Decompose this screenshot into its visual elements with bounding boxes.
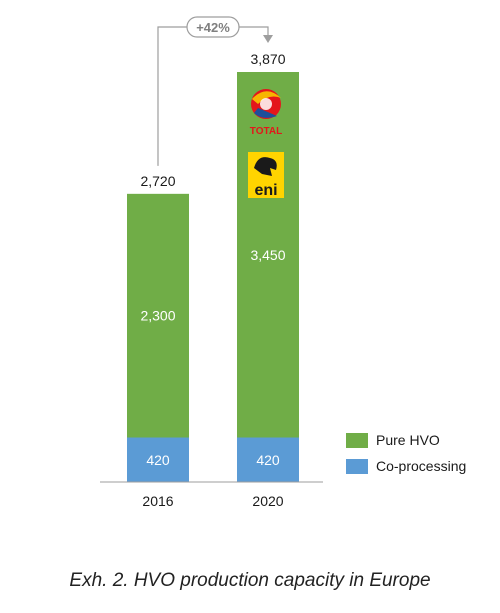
category-label-2020: 2020 [252, 493, 283, 509]
bar-pure-hvo-2020 [237, 72, 299, 438]
bars-group [100, 72, 323, 483]
eni-logo: eni [248, 152, 284, 199]
bar-co-processing-2016 [127, 437, 189, 482]
legend-item-pure-hvo: Pure HVO [346, 432, 440, 448]
data-label-pure-hvo-2016: 2,300 [140, 308, 175, 324]
legend-item-co-processing: Co-processing [346, 458, 466, 474]
logos-group: TOTAL eni [248, 89, 284, 199]
legend-swatch-co-processing [346, 458, 368, 474]
growth-badge-text: +42% [196, 20, 230, 35]
growth-arrowhead [263, 35, 273, 43]
data-label-co-processing-2016: 420 [146, 452, 170, 468]
bar-pure-hvo-2016 [127, 193, 189, 438]
total-logo-text: TOTAL [250, 126, 282, 137]
legend-label-co-processing: Co-processing [376, 458, 467, 474]
eni-logo-text: eni [254, 182, 277, 199]
legend-label-pure-hvo: Pure HVO [376, 432, 440, 448]
data-label-pure-hvo-2020: 3,450 [250, 247, 285, 263]
total-label-2020: 3,870 [250, 51, 285, 67]
growth-annotation-group: +42% [157, 16, 273, 166]
chart-caption: Exh. 2. HVO production capacity in Europ… [69, 570, 431, 591]
legend-swatch-pure-hvo [346, 432, 368, 448]
growth-badge [186, 16, 240, 38]
category-label-2016: 2016 [142, 493, 173, 509]
total-label-2016: 2,720 [140, 173, 175, 189]
total-logo: TOTAL [250, 89, 282, 137]
data-label-co-processing-2020: 420 [256, 452, 280, 468]
bar-co-processing-2020 [237, 437, 299, 482]
labels-group: 420 2,300 2,720 2016 420 3,450 3,870 2020 [140, 51, 285, 509]
